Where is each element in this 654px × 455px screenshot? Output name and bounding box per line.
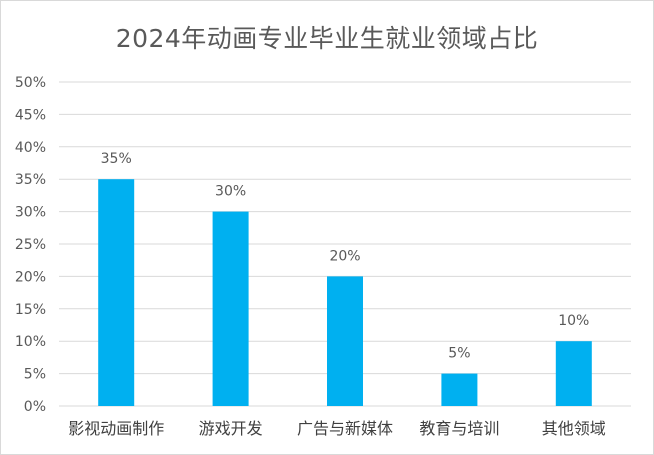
x-category-label: 影视动画制作 xyxy=(68,419,164,438)
y-axis-tick-labels: 0% 5% 10% 15% 20% 25% 30% 35% 40% 45% 50% xyxy=(15,75,46,415)
y-tick-label: 15% xyxy=(15,302,46,318)
x-category-label: 游戏开发 xyxy=(199,419,263,438)
y-tick-label: 50% xyxy=(15,75,46,91)
chart-title: 2024年动画专业毕业生就业领域占比 xyxy=(115,24,539,53)
data-label: 5% xyxy=(448,346,470,362)
y-tick-label: 40% xyxy=(15,140,46,156)
x-category-label: 教育与培训 xyxy=(419,419,499,438)
data-label: 35% xyxy=(101,151,132,167)
y-tick-label: 30% xyxy=(15,205,46,221)
data-label: 30% xyxy=(215,184,246,200)
data-label: 10% xyxy=(558,313,589,329)
y-tick-label: 25% xyxy=(15,237,46,253)
x-category-label: 其他领域 xyxy=(542,419,606,438)
bar xyxy=(441,373,478,406)
bars xyxy=(98,179,592,406)
bar xyxy=(555,341,592,406)
data-label: 20% xyxy=(329,248,360,264)
y-tick-label: 20% xyxy=(15,269,46,285)
y-tick-label: 5% xyxy=(24,367,46,383)
y-tick-label: 45% xyxy=(15,107,46,123)
bar xyxy=(327,276,363,406)
bar xyxy=(98,179,135,406)
x-category-label: 广告与新媒体 xyxy=(297,419,393,438)
x-axis-category-labels: 影视动画制作 游戏开发 广告与新媒体 教育与培训 其他领域 xyxy=(68,419,606,438)
y-tick-label: 35% xyxy=(15,172,46,188)
data-labels: 35% 30% 20% 5% 10% xyxy=(101,151,590,361)
y-tick-label: 10% xyxy=(15,334,46,350)
bar xyxy=(212,211,249,406)
y-tick-label: 0% xyxy=(24,399,46,415)
